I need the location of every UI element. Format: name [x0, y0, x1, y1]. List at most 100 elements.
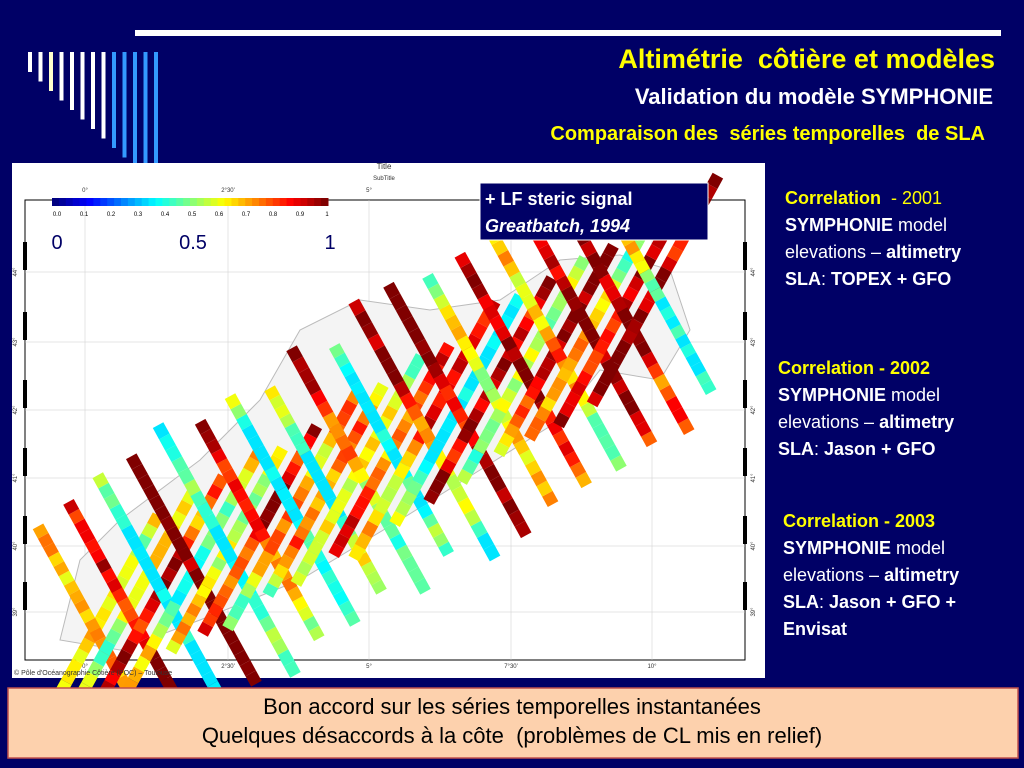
track-segment: [444, 473, 462, 492]
track-segment: [364, 436, 381, 453]
track-segment: [236, 413, 253, 431]
decor-bar: [59, 52, 64, 101]
track-segment: [412, 494, 428, 510]
track-segment: [598, 370, 615, 387]
track-segment: [81, 671, 98, 689]
track-segment: [74, 598, 90, 615]
track-segment: [279, 413, 296, 429]
lon-label: 2°30': [221, 664, 235, 670]
track-segment: [360, 399, 376, 416]
track-segment: [535, 285, 552, 302]
track-segment: [445, 395, 463, 413]
track-segment: [190, 649, 207, 666]
track-segment: [271, 637, 289, 656]
track-segment: [427, 361, 444, 379]
track-segment: [230, 403, 247, 420]
note-line: elevations – altimetry: [783, 565, 959, 585]
map-frame: [24, 199, 746, 661]
track-segment: [160, 515, 177, 532]
track-segment: [486, 334, 503, 351]
track-segment: [408, 327, 426, 345]
track-segment: [485, 387, 502, 404]
lat-label: 40°: [751, 541, 757, 551]
footer-line: Quelques désaccords à la côte (problèmes…: [202, 723, 822, 748]
track-segment: [586, 391, 604, 408]
track-segment: [147, 512, 164, 529]
track-segment: [395, 544, 413, 562]
track-segment: [399, 450, 417, 468]
track-segment: [422, 513, 439, 529]
lat-label: 42°: [13, 405, 19, 415]
colorbar-tick-label: 0.0: [53, 212, 62, 218]
track-segment: [79, 528, 96, 545]
track-segment: [115, 649, 133, 666]
track-segment: [191, 593, 207, 609]
track-segment: [578, 316, 595, 333]
track-segment: [562, 356, 579, 373]
lon-label: 10°: [647, 664, 657, 670]
track-segment: [115, 514, 132, 531]
note-text: model: [893, 215, 947, 235]
track-segment: [155, 666, 172, 682]
track-segment: [457, 497, 475, 515]
track-segment: [273, 563, 289, 579]
track-segment: [457, 427, 474, 444]
lon-label: 5°: [366, 188, 372, 194]
track-segment: [451, 437, 468, 454]
note-line: SLA: Jason + GFO: [778, 439, 936, 459]
top-rule: [135, 30, 1001, 36]
track-segment: [353, 467, 370, 484]
track-segment: [338, 600, 355, 617]
track-segment: [519, 394, 536, 410]
track-segment: [504, 422, 520, 439]
track-segment: [286, 345, 303, 363]
track-segment: [131, 463, 148, 480]
colorbar-cell: [127, 198, 136, 206]
track-segment: [433, 532, 449, 548]
colorbar-tick-label: 0.2: [107, 212, 116, 218]
colorbar-cell: [210, 198, 219, 206]
track-segment: [138, 555, 155, 573]
track-segment: [406, 438, 424, 457]
track-segment: [146, 633, 163, 651]
track-segment: [234, 593, 251, 610]
track-segment: [533, 314, 550, 332]
track-segment: [529, 336, 546, 353]
track-segment: [289, 431, 306, 447]
track-segment: [599, 328, 616, 345]
note-line: Envisat: [783, 619, 847, 639]
track-segment: [269, 528, 287, 546]
track-segment: [556, 328, 572, 344]
track-segment: [680, 342, 697, 358]
track-segment: [74, 518, 90, 535]
track-segment: [127, 628, 144, 645]
track-segment: [451, 485, 469, 503]
track-segment: [406, 403, 424, 422]
track-segment: [615, 339, 632, 356]
track-segment: [551, 376, 568, 393]
track-segment: [445, 314, 462, 331]
decor-bar: [154, 52, 158, 186]
track-segment: [493, 441, 510, 458]
track-segment: [618, 389, 635, 406]
track-segment: [177, 546, 194, 563]
track-segment: [401, 555, 419, 573]
track-segment: [440, 458, 457, 475]
track-segment: [375, 428, 392, 444]
track-segment: [211, 448, 228, 464]
track-segment: [324, 508, 341, 525]
colorbar-cell: [259, 198, 267, 206]
track-segment: [99, 639, 116, 656]
track-segment: [354, 310, 372, 328]
track-segment: [298, 367, 316, 385]
colorbar-cell: [279, 198, 288, 206]
track-segment: [434, 468, 451, 485]
track-segment: [281, 496, 298, 513]
track-segment: [274, 403, 291, 419]
track-segment: [315, 477, 331, 493]
track-segment: [296, 560, 313, 577]
track-segment: [540, 396, 557, 412]
track-segment: [604, 359, 621, 377]
track-segment: [53, 561, 70, 577]
track-segment: [238, 497, 255, 514]
